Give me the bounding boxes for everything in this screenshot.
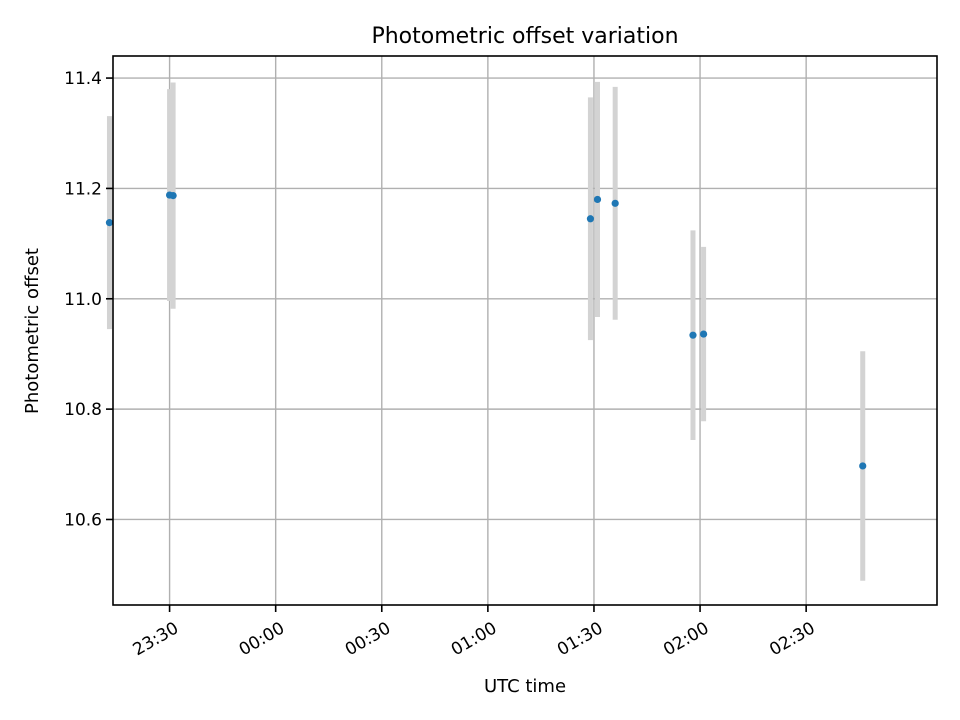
x-axis-label: UTC time	[484, 676, 566, 697]
x-tick-label-6: 02:30	[766, 618, 818, 660]
x-tick-label-5: 02:00	[660, 618, 712, 660]
data-point-8	[859, 462, 867, 470]
y-tick-label-4: 11.4	[64, 69, 102, 89]
data-points	[105, 191, 867, 470]
data-point-3	[586, 215, 595, 223]
data-point-2	[169, 191, 177, 200]
y-tick-label-1: 10.8	[64, 400, 102, 420]
data-point-7	[699, 330, 708, 338]
y-tick-label-0: 10.6	[64, 510, 102, 530]
data-point-5	[611, 199, 619, 207]
grid-lines	[113, 56, 937, 605]
x-tick-label-1: 00:00	[236, 618, 288, 660]
y-axis-label: Photometric offset	[22, 248, 43, 414]
x-tick-label-2: 00:30	[342, 618, 394, 660]
x-axis-ticks: 23:30 00:00 00:30 01:00 01:30 02:00 02:30	[130, 605, 819, 660]
x-tick-label-3: 01:00	[448, 618, 500, 660]
data-point-6	[689, 331, 697, 339]
chart-title: Photometric offset variation	[371, 24, 678, 49]
x-tick-label-4: 01:30	[554, 618, 606, 660]
y-tick-label-3: 11.2	[64, 179, 102, 199]
x-tick-label-0: 23:30	[130, 618, 182, 660]
y-axis-ticks: 10.6 10.8 11.0 11.2 11.4	[64, 69, 113, 530]
y-tick-label-2: 11.0	[64, 290, 102, 310]
data-point-4	[593, 195, 602, 204]
data-point-0	[105, 219, 114, 227]
plot-frame	[112, 55, 938, 606]
error-bars	[106, 81, 866, 581]
